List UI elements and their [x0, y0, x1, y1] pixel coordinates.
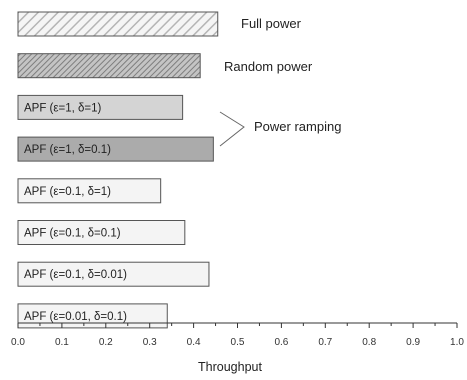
x-ticks-group: 0.0 0.1 0.2 0.3 0.4 0.5 0.6 0.7 0.8 0.9 1.0 — [11, 323, 464, 348]
bar-0 — [17, 11, 219, 37]
x-tick-label-6: 0.6 — [274, 337, 288, 348]
x-tick-label-7: 0.7 — [318, 337, 332, 348]
bar-2 — [17, 94, 184, 120]
bar-5 — [17, 220, 186, 245]
x-tick-label-5: 0.5 — [231, 337, 245, 348]
x-tick-label-2: 0.2 — [99, 337, 113, 348]
bar-label-7: APF (ε=0.01, δ=0.1) — [24, 311, 127, 323]
annotation-full-power: Full power — [241, 16, 302, 31]
x-tick-label-10: 1.0 — [450, 337, 464, 348]
x-axis-title: Throughput — [198, 360, 262, 374]
bar-label-2: APF (ε=1, δ=1) — [24, 102, 102, 114]
bar-1 — [17, 53, 201, 79]
x-tick-label-1: 0.1 — [55, 337, 69, 348]
bar-7 — [17, 303, 168, 329]
x-tick-label-9: 0.9 — [406, 337, 420, 348]
annotation-random-power: Random power — [224, 59, 313, 74]
bar-labels-group: APF (ε=1, δ=1) APF (ε=1, δ=0.1) APF (ε=0.1… — [24, 102, 127, 323]
bars-group — [17, 11, 219, 329]
bar-label-3: APF (ε=1, δ=0.1) — [24, 144, 111, 156]
bar-label-5: APF (ε=0.1, δ=0.1) — [24, 228, 121, 240]
bar-label-4: APF (ε=0.1, δ=1) — [24, 186, 111, 198]
x-tick-label-8: 0.8 — [362, 337, 376, 348]
x-tick-label-3: 0.3 — [143, 337, 157, 348]
bar-3 — [17, 136, 214, 162]
x-tick-label-0: 0.0 — [11, 337, 25, 348]
x-tick-label-4: 0.4 — [187, 337, 201, 348]
bar-label-6: APF (ε=0.1, δ=0.01) — [24, 269, 127, 281]
bar-4 — [17, 178, 162, 204]
annotation-power-ramping: Power ramping — [254, 119, 341, 134]
bar-6 — [17, 261, 210, 287]
power-ramping-bracket — [219, 111, 245, 147]
